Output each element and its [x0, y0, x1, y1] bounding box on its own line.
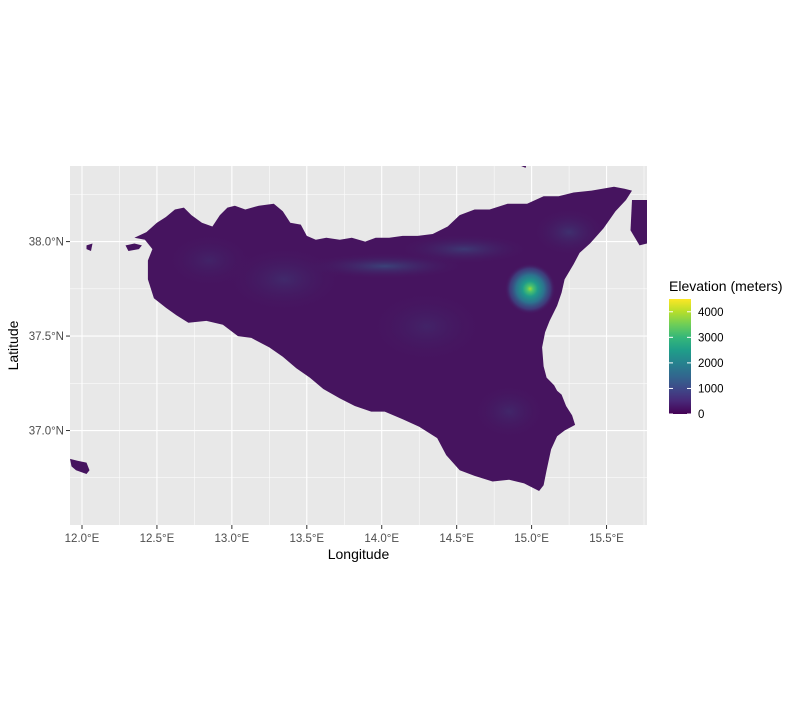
- legend-title: Elevation (meters): [669, 278, 783, 294]
- raised-area: [531, 207, 607, 257]
- x-tick-label: 12.5°E: [140, 533, 175, 545]
- small-islands: [70, 166, 647, 474]
- x-axis-title: Longitude: [328, 546, 390, 562]
- legend-colorbar: [669, 299, 691, 414]
- legend-label: 1000: [698, 383, 724, 395]
- legend-label: 0: [698, 409, 704, 421]
- x-tick-label: 15.5°E: [589, 533, 624, 545]
- x-tick-label: 14.0°E: [364, 533, 399, 545]
- small-island: [630, 200, 647, 246]
- small-island: [125, 243, 142, 251]
- y-tick-label: 37.5°N: [29, 331, 64, 343]
- legend-label: 4000: [698, 307, 724, 319]
- y-tick-label: 37.0°N: [29, 426, 64, 438]
- raised-area: [366, 288, 487, 365]
- x-tick-label: 13.5°E: [289, 533, 324, 545]
- relief-shading: [164, 207, 607, 440]
- legend-label: 2000: [698, 358, 724, 370]
- legend: Elevation (meters) 0 1000 2000 3000 4000: [669, 278, 783, 421]
- map-layer: [70, 166, 647, 492]
- x-axis: 12.0°E 12.5°E 13.0°E 13.5°E 14.0°E 14.5°E 15.0…: [65, 525, 624, 545]
- legend-label: 3000: [698, 332, 724, 344]
- raised-area: [471, 383, 547, 440]
- raised-area: [164, 232, 255, 289]
- x-tick-label: 14.5°E: [439, 533, 474, 545]
- x-tick-label: 13.0°E: [215, 533, 250, 545]
- raised-area: [224, 245, 345, 314]
- small-island: [70, 458, 90, 474]
- y-tick-label: 38.0°N: [29, 237, 64, 249]
- y-axis-title: Latitude: [5, 320, 21, 370]
- small-island: [86, 243, 93, 251]
- x-tick-label: 12.0°E: [65, 533, 100, 545]
- legend-ticks: 0 1000 2000 3000 4000: [669, 307, 724, 421]
- y-axis: 37.0°N 37.5°N 38.0°N: [29, 237, 70, 438]
- x-tick-label: 15.0°E: [514, 533, 549, 545]
- small-island: [521, 166, 527, 168]
- peak-marker: [504, 263, 556, 315]
- raised-area: [396, 234, 532, 265]
